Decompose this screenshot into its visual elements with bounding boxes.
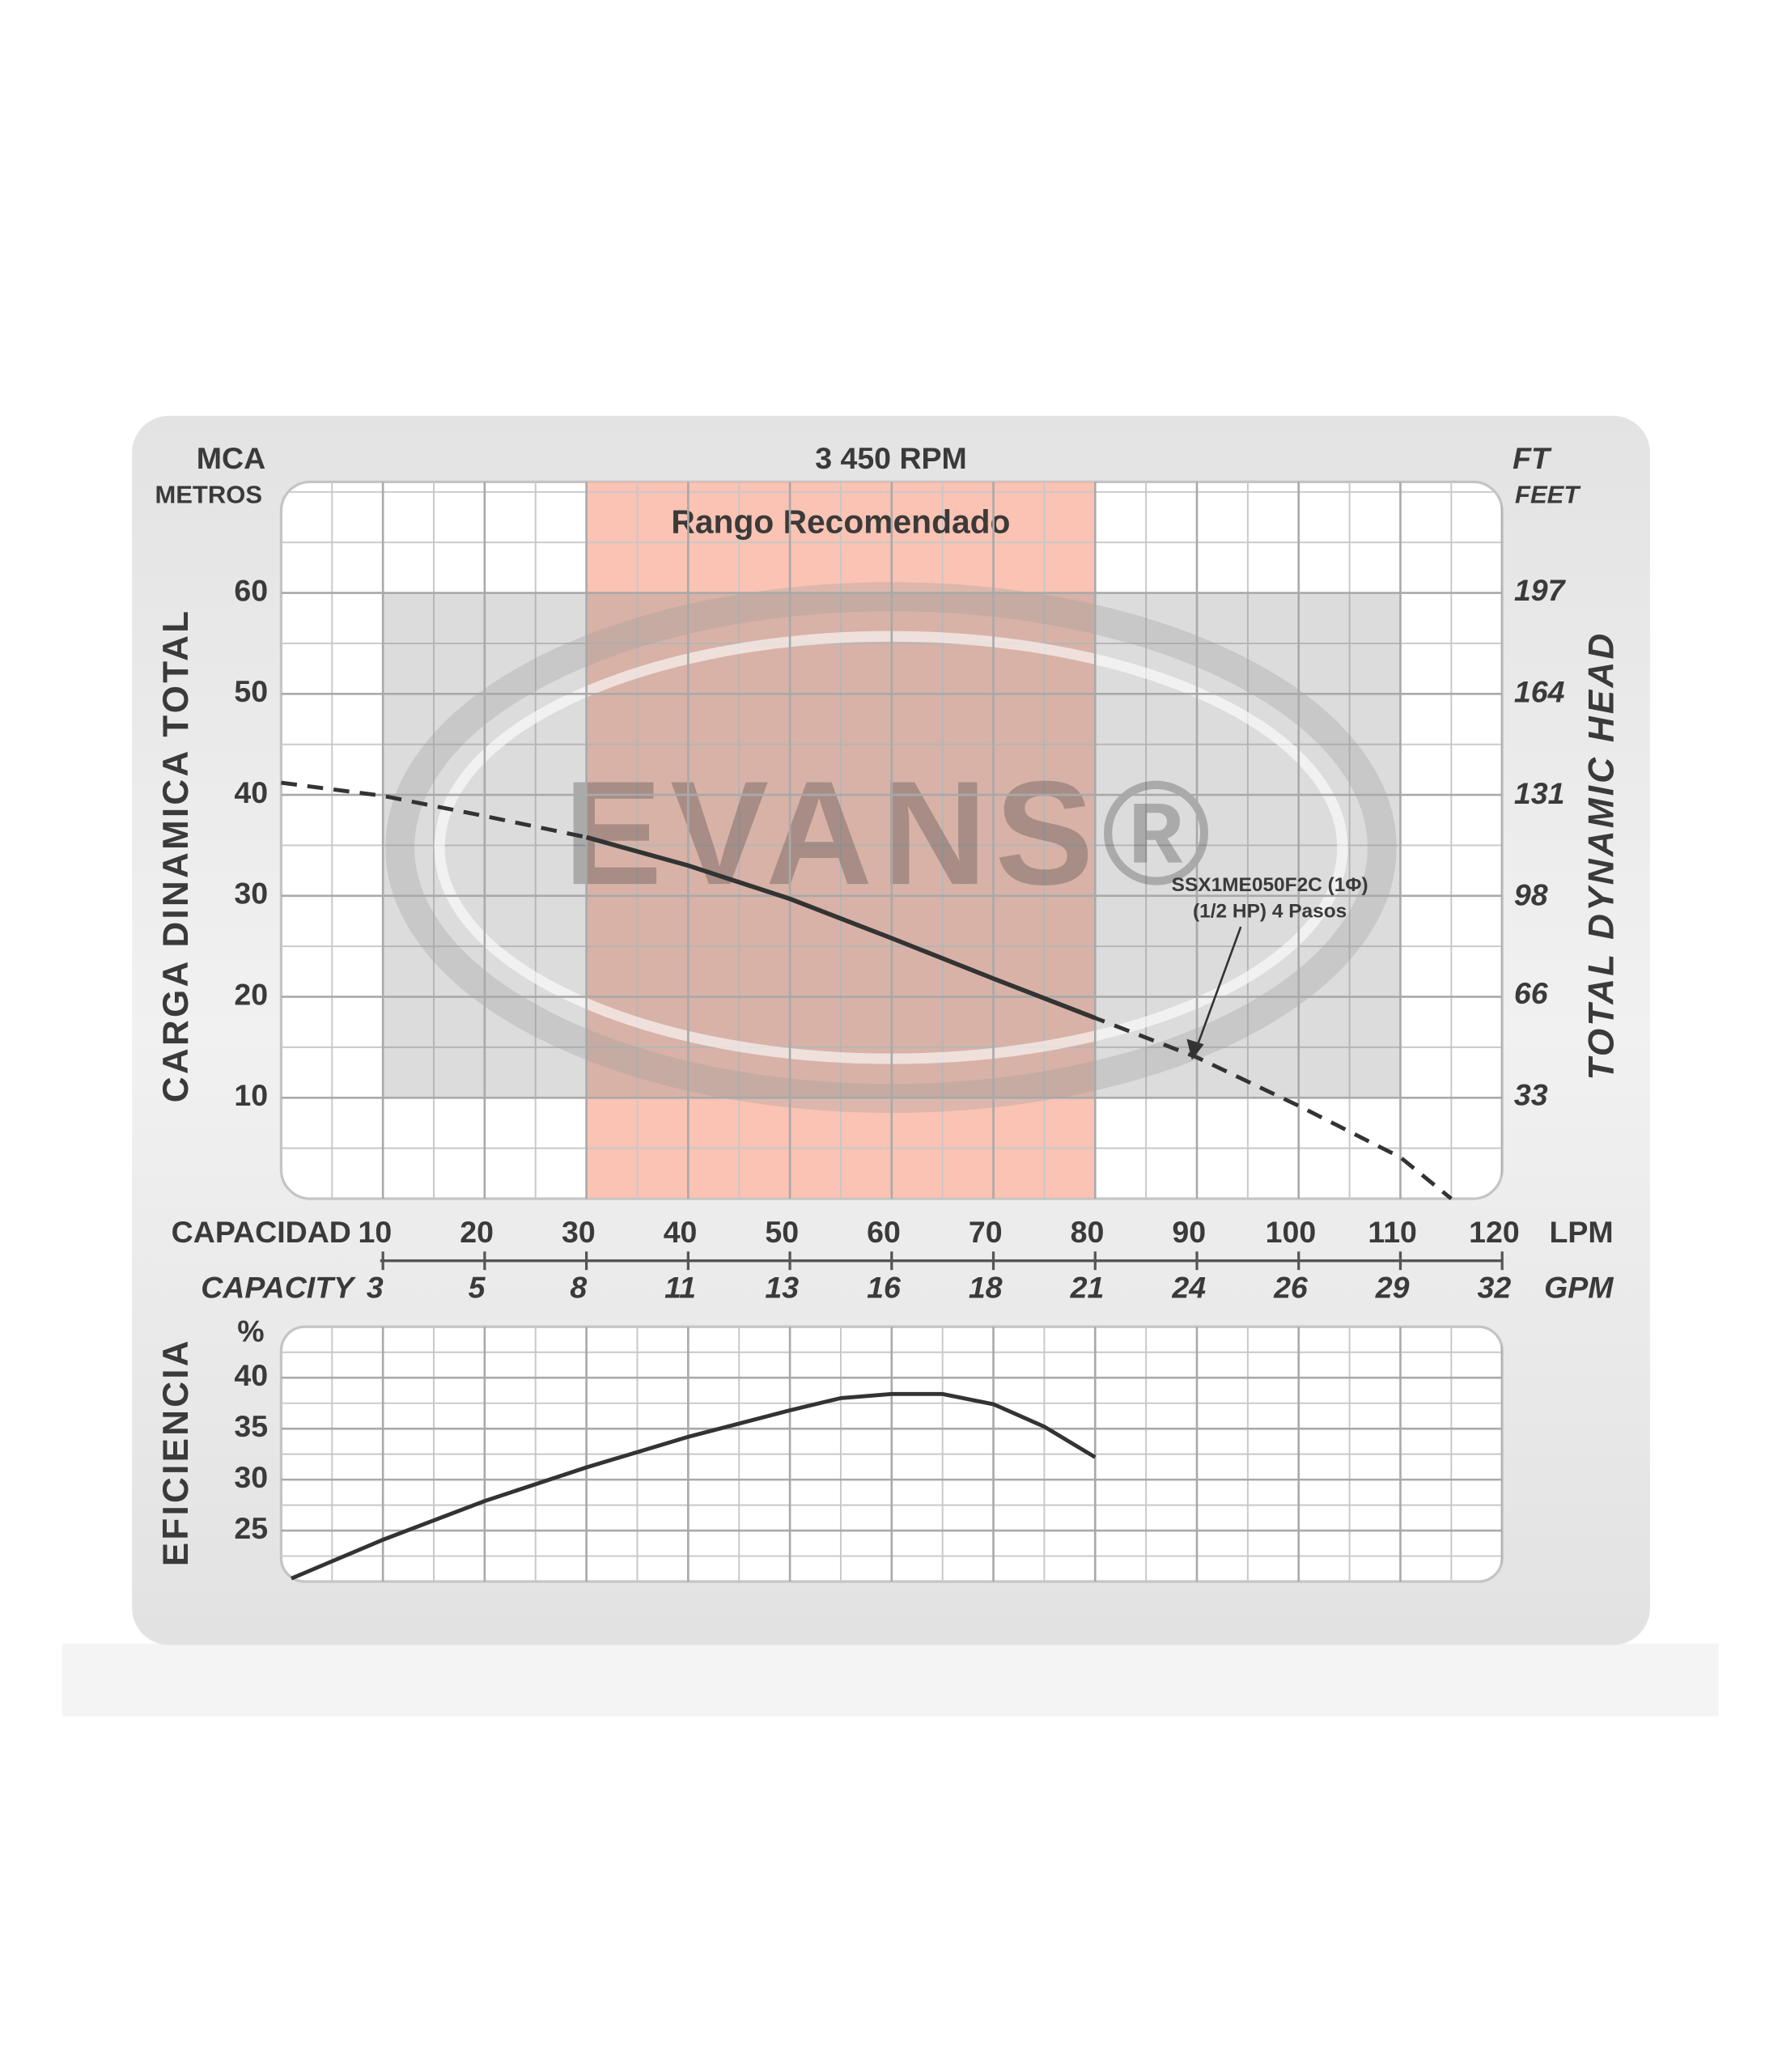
y2-tick-label: 131 [1514, 776, 1565, 810]
x-tick-label: 50 [765, 1215, 799, 1249]
y-tick-label: 20 [234, 977, 268, 1011]
y-tick-label: 10 [234, 1078, 268, 1112]
series-label: SSX1ME050F2C (1Φ) [1172, 874, 1368, 896]
chart-title: 3 450 RPM [815, 441, 967, 475]
y-axis-label: CARGA DINAMICA TOTAL [156, 609, 196, 1102]
y-tick-label: 30 [234, 877, 268, 911]
x-tick-label: 30 [562, 1215, 596, 1249]
x2-tick-label: 16 [867, 1270, 902, 1304]
x2-tick-label: 24 [1171, 1270, 1206, 1304]
annotation-arrow [1194, 926, 1242, 1051]
x-axis-label: CAPACIDAD [172, 1215, 351, 1249]
y-tick-label: 25 [234, 1511, 268, 1545]
y2-tick-label: 66 [1514, 976, 1549, 1010]
y-tick-label: 50 [234, 674, 268, 708]
x-tick-label: 60 [867, 1215, 901, 1249]
highlight-label: Rango Recomendado [671, 503, 1010, 540]
x2-tick-label: 8 [570, 1270, 587, 1304]
x2-unit: GPM [1544, 1270, 1614, 1304]
labels: MCA METROS 3 450 RPM FT FEET CARGA DINAM… [155, 441, 1621, 1581]
y2-unit-sub: FEET [1515, 480, 1581, 508]
x2-tick-label: 13 [765, 1270, 799, 1304]
y-tick-label: 60 [234, 573, 268, 607]
x2-tick-label: 26 [1273, 1270, 1309, 1304]
x2-tick-label: 29 [1375, 1270, 1410, 1304]
y-unit-sub: METROS [155, 480, 262, 508]
x2-axis-label: CAPACITY [201, 1270, 356, 1304]
y2-unit: FT [1513, 441, 1552, 475]
x2-tick-label: 21 [1070, 1270, 1105, 1304]
x-tick-label: 120 [1469, 1215, 1520, 1249]
x-tick-label: 20 [460, 1215, 494, 1249]
y-tick-label: 30 [234, 1460, 268, 1494]
x-tick-label: 90 [1172, 1215, 1206, 1249]
x2-tick-label: 32 [1478, 1270, 1512, 1304]
y-tick-label: 35 [234, 1409, 268, 1443]
x-tick-label: 70 [969, 1215, 1003, 1249]
annotation-arrowhead [1186, 1038, 1204, 1060]
x2-tick-label: 11 [664, 1270, 696, 1304]
line [585, 834, 1097, 1021]
y2-tick-label: 33 [1514, 1077, 1548, 1111]
y2-axis-label: TOTAL DYNAMIC HEAD [1581, 631, 1621, 1080]
watermark: EVANS® [563, 750, 1218, 915]
y-unit: MCA [197, 441, 265, 475]
bottom-band [62, 1643, 1719, 1717]
head-plot: EVANS® Rango Recomendado [281, 482, 1503, 1199]
y-tick-label: 40 [234, 775, 268, 809]
x-tick-label: 80 [1071, 1215, 1105, 1249]
y2-tick-label: 197 [1514, 573, 1567, 607]
x-tick-label: 10 [359, 1215, 392, 1249]
x2-tick-label: 3 [367, 1270, 384, 1304]
series-sublabel: (1/2 HP) 4 Pasos [1193, 901, 1347, 923]
x-tick-label: 100 [1266, 1215, 1317, 1249]
x2-tick-label: 5 [469, 1270, 486, 1304]
y-unit: % [237, 1314, 264, 1348]
x2-tick-label: 18 [969, 1270, 1003, 1304]
y-axis-label: EFICIENCIA [156, 1338, 196, 1566]
x-tick-label: 40 [664, 1215, 698, 1249]
x-tick-label: 110 [1368, 1215, 1416, 1249]
y-tick-label: 40 [234, 1358, 268, 1392]
line [291, 1391, 1097, 1581]
y2-tick-label: 98 [1514, 877, 1548, 911]
y2-tick-label: 164 [1514, 675, 1565, 709]
efficiency-plot [281, 1327, 1503, 1582]
x-unit: LPM [1549, 1215, 1613, 1249]
